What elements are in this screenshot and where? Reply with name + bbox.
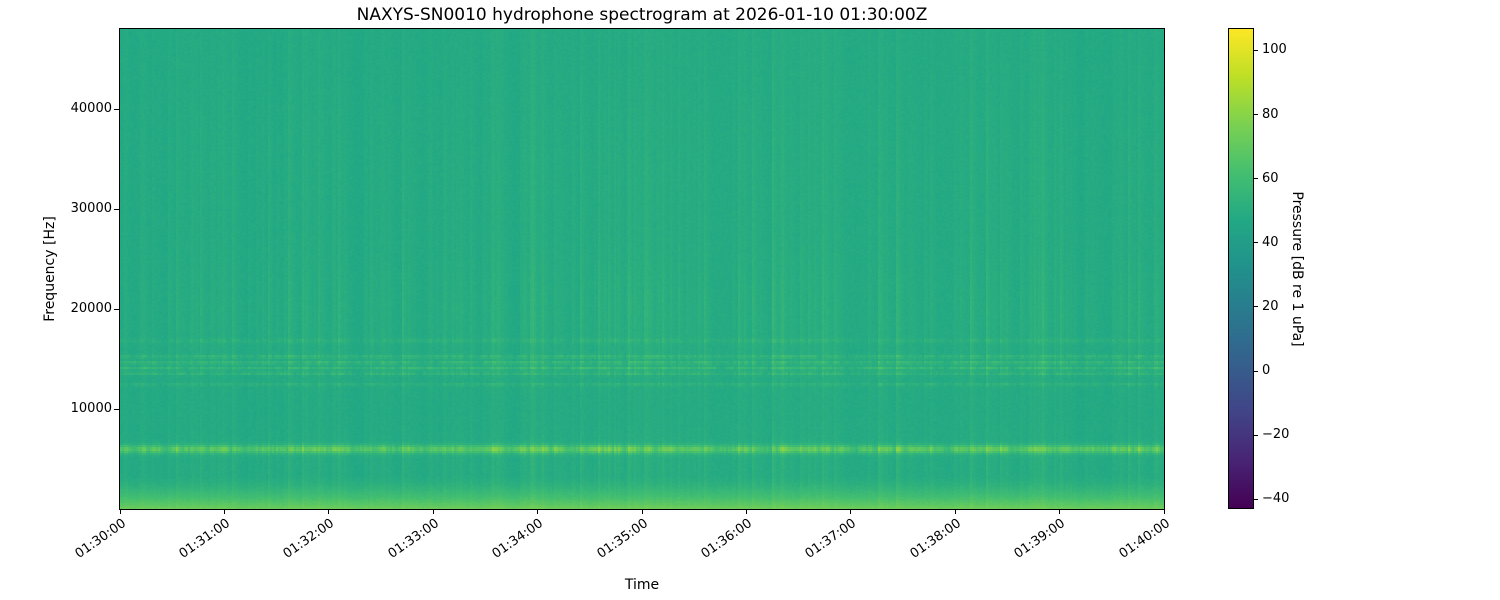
- chart-title: NAXYS-SN0010 hydrophone spectrogram at 2…: [356, 5, 928, 25]
- colorbar-tick-label: 0: [1262, 363, 1271, 379]
- colorbar: [1228, 28, 1254, 509]
- colorbar-tick-label: 40: [1262, 234, 1279, 250]
- y-tick-label: 20000: [70, 301, 112, 316]
- x-axis-label: Time: [624, 577, 660, 593]
- x-tick-label-text: 01:35:00: [594, 516, 651, 562]
- x-tick-mark: [537, 509, 539, 514]
- x-tick-mark: [119, 509, 121, 514]
- x-tick-label-text: 01:40:00: [1116, 516, 1173, 562]
- colorbar-tick-mark: [1254, 434, 1258, 436]
- colorbar-tick-mark: [1254, 114, 1258, 116]
- x-tick-mark: [223, 509, 225, 514]
- colorbar-tick-mark: [1254, 498, 1258, 500]
- y-tick-label: 10000: [70, 401, 112, 416]
- x-tick-label-text: 01:38:00: [907, 516, 964, 562]
- x-tick-label-text: 01:31:00: [176, 516, 233, 562]
- y-tick-label: 30000: [70, 201, 112, 216]
- y-tick-mark: [114, 108, 120, 110]
- colorbar-tick-label: 60: [1262, 170, 1279, 186]
- x-tick-mark: [328, 509, 330, 514]
- x-tick-mark: [641, 509, 643, 514]
- colorbar-tick-label: 20: [1262, 298, 1279, 314]
- y-tick-mark: [114, 408, 120, 410]
- spectrogram-heatmap-canvas: [120, 29, 1164, 509]
- x-tick-mark: [850, 509, 852, 514]
- x-tick-mark: [1163, 509, 1165, 514]
- x-tick-label-text: 01:39:00: [1011, 516, 1069, 562]
- y-tick-mark: [114, 308, 120, 310]
- x-tick-label-text: 01:36:00: [698, 516, 755, 562]
- colorbar-tick-mark: [1254, 242, 1258, 244]
- x-tick-label-text: 01:32:00: [280, 516, 338, 562]
- y-tick-mark: [114, 208, 120, 210]
- x-tick-mark: [954, 509, 956, 514]
- colorbar-tick-label: −40: [1262, 491, 1290, 507]
- x-tick-label-text: 01:34:00: [489, 516, 547, 562]
- x-tick-mark: [745, 509, 747, 514]
- x-tick-mark: [432, 509, 434, 514]
- x-tick-label-text: 01:33:00: [385, 516, 442, 562]
- spectrogram-plot-area: [119, 28, 1165, 510]
- colorbar-tick-mark: [1254, 49, 1258, 51]
- colorbar-label: Pressure [dB re 1 uPa]: [1289, 191, 1305, 347]
- colorbar-tick-label: 80: [1262, 106, 1279, 122]
- colorbar-tick-mark: [1254, 178, 1258, 180]
- y-tick-label: 40000: [70, 101, 112, 116]
- colorbar-tick-label: −20: [1262, 427, 1290, 443]
- x-tick-label-text: 01:37:00: [802, 516, 860, 562]
- colorbar-tick-label: 100: [1262, 42, 1287, 58]
- colorbar-tick-mark: [1254, 306, 1258, 308]
- colorbar-tick-mark: [1254, 370, 1258, 372]
- x-tick-mark: [1059, 509, 1061, 514]
- x-tick-label-text: 01:30:00: [72, 516, 129, 562]
